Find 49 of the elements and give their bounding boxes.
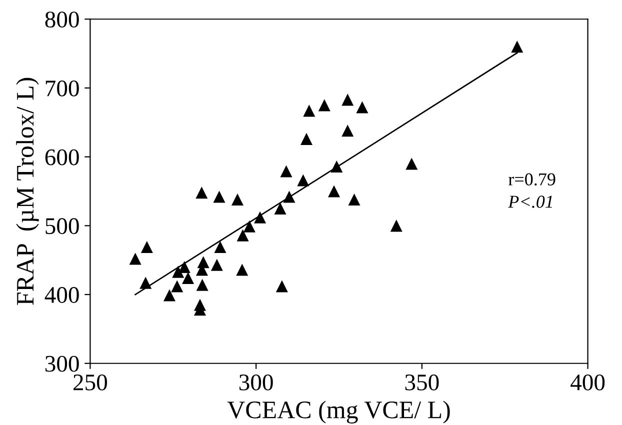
point bbox=[283, 190, 296, 203]
point bbox=[274, 202, 286, 214]
point bbox=[231, 194, 244, 206]
point bbox=[280, 165, 292, 178]
point bbox=[140, 276, 152, 289]
point bbox=[213, 190, 226, 203]
point bbox=[196, 186, 208, 199]
point bbox=[236, 264, 248, 276]
x-tick-label: 350 bbox=[405, 374, 439, 390]
point bbox=[243, 220, 256, 232]
point bbox=[330, 160, 343, 172]
point bbox=[342, 94, 354, 106]
point bbox=[171, 280, 184, 292]
point bbox=[214, 241, 226, 254]
y-tick-label: 700 bbox=[46, 80, 79, 96]
point bbox=[300, 132, 312, 145]
x-tick-label: 400 bbox=[570, 374, 605, 390]
point bbox=[140, 241, 153, 254]
y-tick-label: 600 bbox=[45, 149, 79, 166]
y-tick-label: 800 bbox=[45, 12, 79, 28]
x-tick-label: 250 bbox=[74, 374, 107, 390]
annotation: r=0.79 bbox=[508, 173, 556, 186]
point bbox=[129, 252, 142, 265]
point bbox=[163, 289, 176, 302]
y-tick-label: 500 bbox=[46, 218, 79, 234]
y-tick-label: 400 bbox=[44, 287, 79, 303]
point bbox=[236, 229, 249, 242]
y-axis-title: FRAP (µM Trolox/ L) bbox=[16, 78, 39, 305]
point bbox=[197, 256, 210, 268]
point bbox=[276, 280, 288, 292]
point bbox=[356, 101, 368, 114]
point bbox=[406, 158, 418, 170]
y-tick-label: 300 bbox=[45, 356, 79, 372]
point bbox=[182, 272, 194, 284]
point bbox=[254, 211, 266, 224]
point bbox=[342, 124, 354, 137]
point bbox=[390, 220, 402, 232]
point bbox=[348, 194, 360, 206]
point bbox=[210, 258, 223, 271]
x-axis-title: VCEAC (mg VCE/ L) bbox=[227, 400, 450, 424]
point bbox=[196, 278, 208, 291]
point bbox=[328, 185, 340, 198]
point bbox=[511, 40, 524, 53]
point bbox=[303, 104, 316, 117]
point bbox=[297, 174, 310, 186]
x-tick-label: 300 bbox=[239, 374, 273, 390]
point bbox=[318, 99, 330, 112]
point bbox=[172, 266, 184, 278]
annotation: P<.01 bbox=[508, 196, 552, 208]
